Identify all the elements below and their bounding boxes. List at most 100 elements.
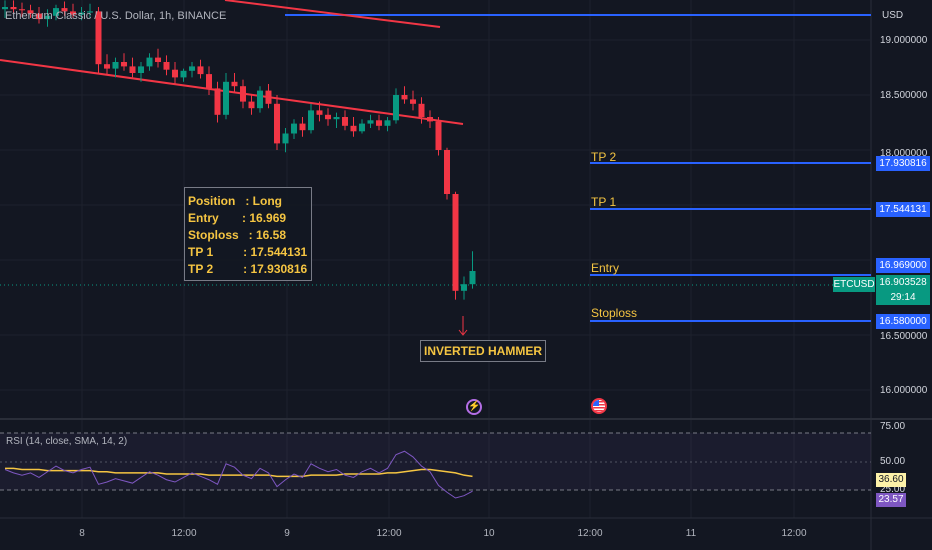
candle-body <box>308 110 314 131</box>
rsi-axis-label: 50.00 <box>880 456 906 467</box>
candle-body <box>248 101 255 109</box>
candle-body <box>95 11 102 65</box>
rsi-value-tag: 23.57 <box>876 493 906 507</box>
time-axis-label: 12:00 <box>781 528 807 539</box>
us-flag-graphic <box>593 400 605 412</box>
position-row: Position : Long <box>188 194 282 208</box>
candle-body <box>435 121 442 150</box>
pattern-arrow <box>458 316 468 336</box>
candle-body <box>36 13 42 20</box>
trendline-upper[interactable] <box>224 0 441 28</box>
candle-body <box>172 69 178 78</box>
candle-body <box>401 95 408 100</box>
candle-body <box>206 74 212 89</box>
candle-body <box>231 81 238 87</box>
rsi-indicator-label[interactable]: RSI (14, close, SMA, 14, 2) <box>6 436 128 447</box>
candle-body <box>61 8 68 12</box>
candle-body <box>427 117 433 122</box>
candle-body <box>299 123 306 131</box>
candle-body <box>257 90 263 109</box>
candle-body <box>146 57 153 67</box>
candle-body <box>27 10 34 14</box>
candle-body <box>19 9 25 11</box>
pattern-label: INVERTED HAMMER <box>420 340 547 362</box>
current-price-value: 16.903528 <box>879 277 927 288</box>
tp1-row: TP 1 : 17.544131 <box>188 245 308 259</box>
candle-body <box>316 110 323 115</box>
candle-body <box>44 15 51 20</box>
tp2-price-tag[interactable]: 17.930816 <box>876 156 930 171</box>
candle-body <box>180 70 187 78</box>
candle-body <box>138 66 144 73</box>
tp1-price-tag[interactable]: 17.544131 <box>876 202 930 217</box>
candle-body <box>223 81 229 115</box>
chart-grid <box>0 0 870 518</box>
price-axis-label: 19.000000 <box>880 35 928 46</box>
candle-body <box>70 11 76 15</box>
time-axis-label: 12:00 <box>577 528 603 539</box>
candle-body <box>291 123 297 134</box>
candle-body <box>2 7 8 10</box>
time-axis-label: 12:00 <box>171 528 197 539</box>
candle-body <box>384 120 391 126</box>
entry-label: Entry <box>591 261 620 275</box>
price-axis-label: 16.000000 <box>880 385 928 396</box>
candle-body <box>452 194 459 291</box>
candle-body <box>104 64 110 69</box>
candle-body <box>214 88 221 115</box>
candle-body <box>129 66 136 73</box>
candle-body <box>418 103 425 117</box>
time-axis-label: 12:00 <box>376 528 402 539</box>
candle-body <box>87 11 93 13</box>
price-axis-label: 16.500000 <box>880 331 928 342</box>
candle-body <box>342 117 348 126</box>
time-axis-label: 9 <box>284 528 290 539</box>
candle-body <box>163 62 170 70</box>
rsi-axis-label: 25.00 <box>880 484 906 495</box>
time-axis-label: 8 <box>79 528 85 539</box>
candle-body <box>121 62 127 67</box>
price-axis-label: 18.500000 <box>880 90 928 101</box>
symbol-tag: ETCUSD <box>833 277 875 292</box>
trendline-lower[interactable] <box>0 59 464 125</box>
candle-body <box>282 133 289 144</box>
candle-body <box>469 271 476 285</box>
time-axis-label: 10 <box>483 528 495 539</box>
candle-body <box>325 114 331 120</box>
candle-body <box>444 150 450 194</box>
rsi-axis-label: 75.00 <box>880 421 906 432</box>
candlestick-series[interactable] <box>2 0 476 300</box>
rsi-sma-line <box>5 467 473 478</box>
position-info-box: Position : Long Entry : 16.969 Stoploss … <box>184 187 312 281</box>
symbol-title[interactable]: Ethereum Classic / U.S. Dollar, 1h, BINA… <box>5 10 227 22</box>
entry-row: Entry : 16.969 <box>188 211 287 225</box>
candle-body <box>112 62 119 69</box>
candle-body <box>53 8 59 16</box>
stoploss-row: Stoploss : 16.58 <box>188 228 287 242</box>
rsi-sma-value-tag: 36.60 <box>876 473 906 487</box>
candle-body <box>393 95 399 121</box>
candle-body <box>350 125 357 132</box>
price-axis-label: 18.000000 <box>880 148 928 159</box>
candle-body <box>10 7 17 10</box>
us-flag-icon[interactable] <box>591 398 607 414</box>
candle-body <box>367 120 374 124</box>
candle-body <box>333 117 340 120</box>
candle-body <box>461 284 467 291</box>
stoploss-price-tag[interactable]: 16.580000 <box>876 314 930 329</box>
tp2-label: TP 2 <box>591 150 617 164</box>
candle-body <box>265 90 272 104</box>
candle-body <box>197 66 204 75</box>
candle-body <box>78 12 85 15</box>
lightning-icon[interactable]: ⚡ <box>466 399 482 415</box>
price-axis-currency: USD <box>882 10 904 21</box>
candle-body <box>376 120 382 126</box>
entry-price-tag[interactable]: 16.969000 <box>876 258 930 273</box>
candle-body <box>410 99 416 104</box>
candle-body <box>189 66 195 71</box>
candle-body <box>359 123 365 132</box>
candle-body <box>274 103 280 144</box>
bar-countdown: 29:14 <box>890 292 916 303</box>
current-price-tag: 16.903528 29:14 <box>876 275 930 305</box>
